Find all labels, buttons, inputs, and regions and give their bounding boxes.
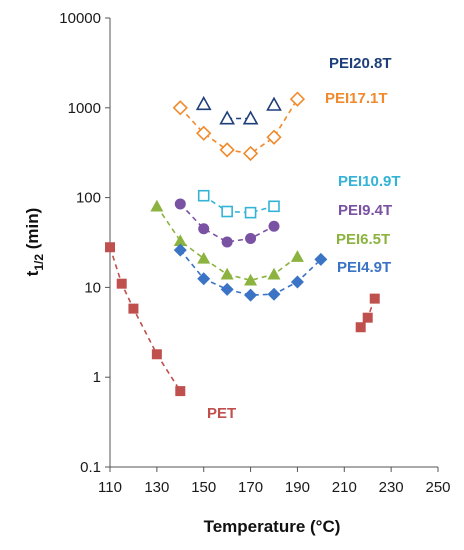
data-point	[175, 386, 186, 397]
data-point	[174, 198, 186, 210]
x-axis-title: Temperature (°C)	[204, 517, 341, 536]
series-label: PEI20.8T	[329, 55, 392, 72]
data-point	[197, 272, 211, 286]
data-point	[362, 312, 373, 323]
y-tick-label: 10	[84, 279, 101, 296]
data-point	[197, 189, 210, 202]
x-tick-label: 150	[191, 479, 216, 496]
data-point	[220, 267, 234, 280]
data-point	[219, 110, 236, 125]
data-point	[105, 242, 115, 253]
data-point	[150, 199, 164, 212]
data-markers	[105, 91, 380, 397]
y-tick-label: 0.1	[80, 459, 101, 476]
trend-line	[203, 195, 275, 214]
x-tick-label: 130	[144, 479, 169, 496]
trend-lines	[109, 98, 376, 392]
data-point	[244, 206, 257, 219]
data-point	[266, 129, 282, 145]
data-point	[290, 250, 304, 262]
data-point	[369, 293, 380, 304]
data-point	[198, 223, 210, 235]
x-tick-label: 110	[98, 479, 122, 496]
data-point	[355, 322, 366, 333]
data-point	[219, 142, 235, 158]
series-label: PEI10.9T	[338, 173, 401, 190]
data-point	[221, 236, 233, 248]
data-point	[173, 243, 187, 257]
series-labels: PEI20.8T PEI17.1T PEI10.9T PEI9.4T PEI6.5T PE…	[207, 55, 401, 422]
data-point	[267, 267, 281, 280]
series-label: PET	[207, 405, 236, 422]
x-tick-label: 190	[285, 479, 310, 496]
y-tick-label: 100	[76, 190, 101, 207]
trend-line	[179, 203, 275, 243]
series-label: PEI6.5T	[336, 231, 390, 248]
data-point	[173, 234, 187, 247]
data-point	[266, 96, 282, 111]
y-tick-label: 1000	[68, 100, 101, 117]
data-point	[245, 233, 257, 245]
data-point	[290, 275, 304, 289]
data-point	[197, 251, 211, 264]
y-tick-label: 1	[93, 369, 101, 386]
data-point	[289, 91, 306, 107]
y-axis-title: t1/2 (min)	[23, 208, 46, 277]
series-label: PEI17.1T	[325, 90, 388, 107]
data-point	[244, 288, 258, 302]
data-point	[314, 252, 328, 266]
x-tick-label: 230	[379, 479, 404, 496]
x-tick-label: 170	[238, 479, 263, 496]
data-point	[221, 205, 233, 218]
data-point	[242, 145, 259, 162]
trend-line	[179, 98, 299, 155]
data-point	[195, 95, 212, 111]
trend-line	[109, 246, 181, 392]
series-label: PEI9.4T	[338, 202, 392, 219]
data-point	[220, 282, 234, 296]
data-point	[267, 287, 281, 301]
data-point	[196, 125, 212, 141]
data-point	[268, 200, 280, 213]
data-point	[172, 100, 188, 116]
data-point	[244, 273, 258, 286]
data-point	[242, 110, 259, 125]
series-label: PEI4.9T	[337, 259, 391, 276]
x-tick-label: 250	[425, 479, 450, 496]
x-tick-label: 210	[332, 479, 357, 496]
data-point	[128, 303, 139, 314]
data-point	[268, 220, 280, 232]
y-tick-label: 10000	[59, 10, 101, 27]
data-point	[151, 349, 162, 360]
data-point	[116, 278, 127, 289]
